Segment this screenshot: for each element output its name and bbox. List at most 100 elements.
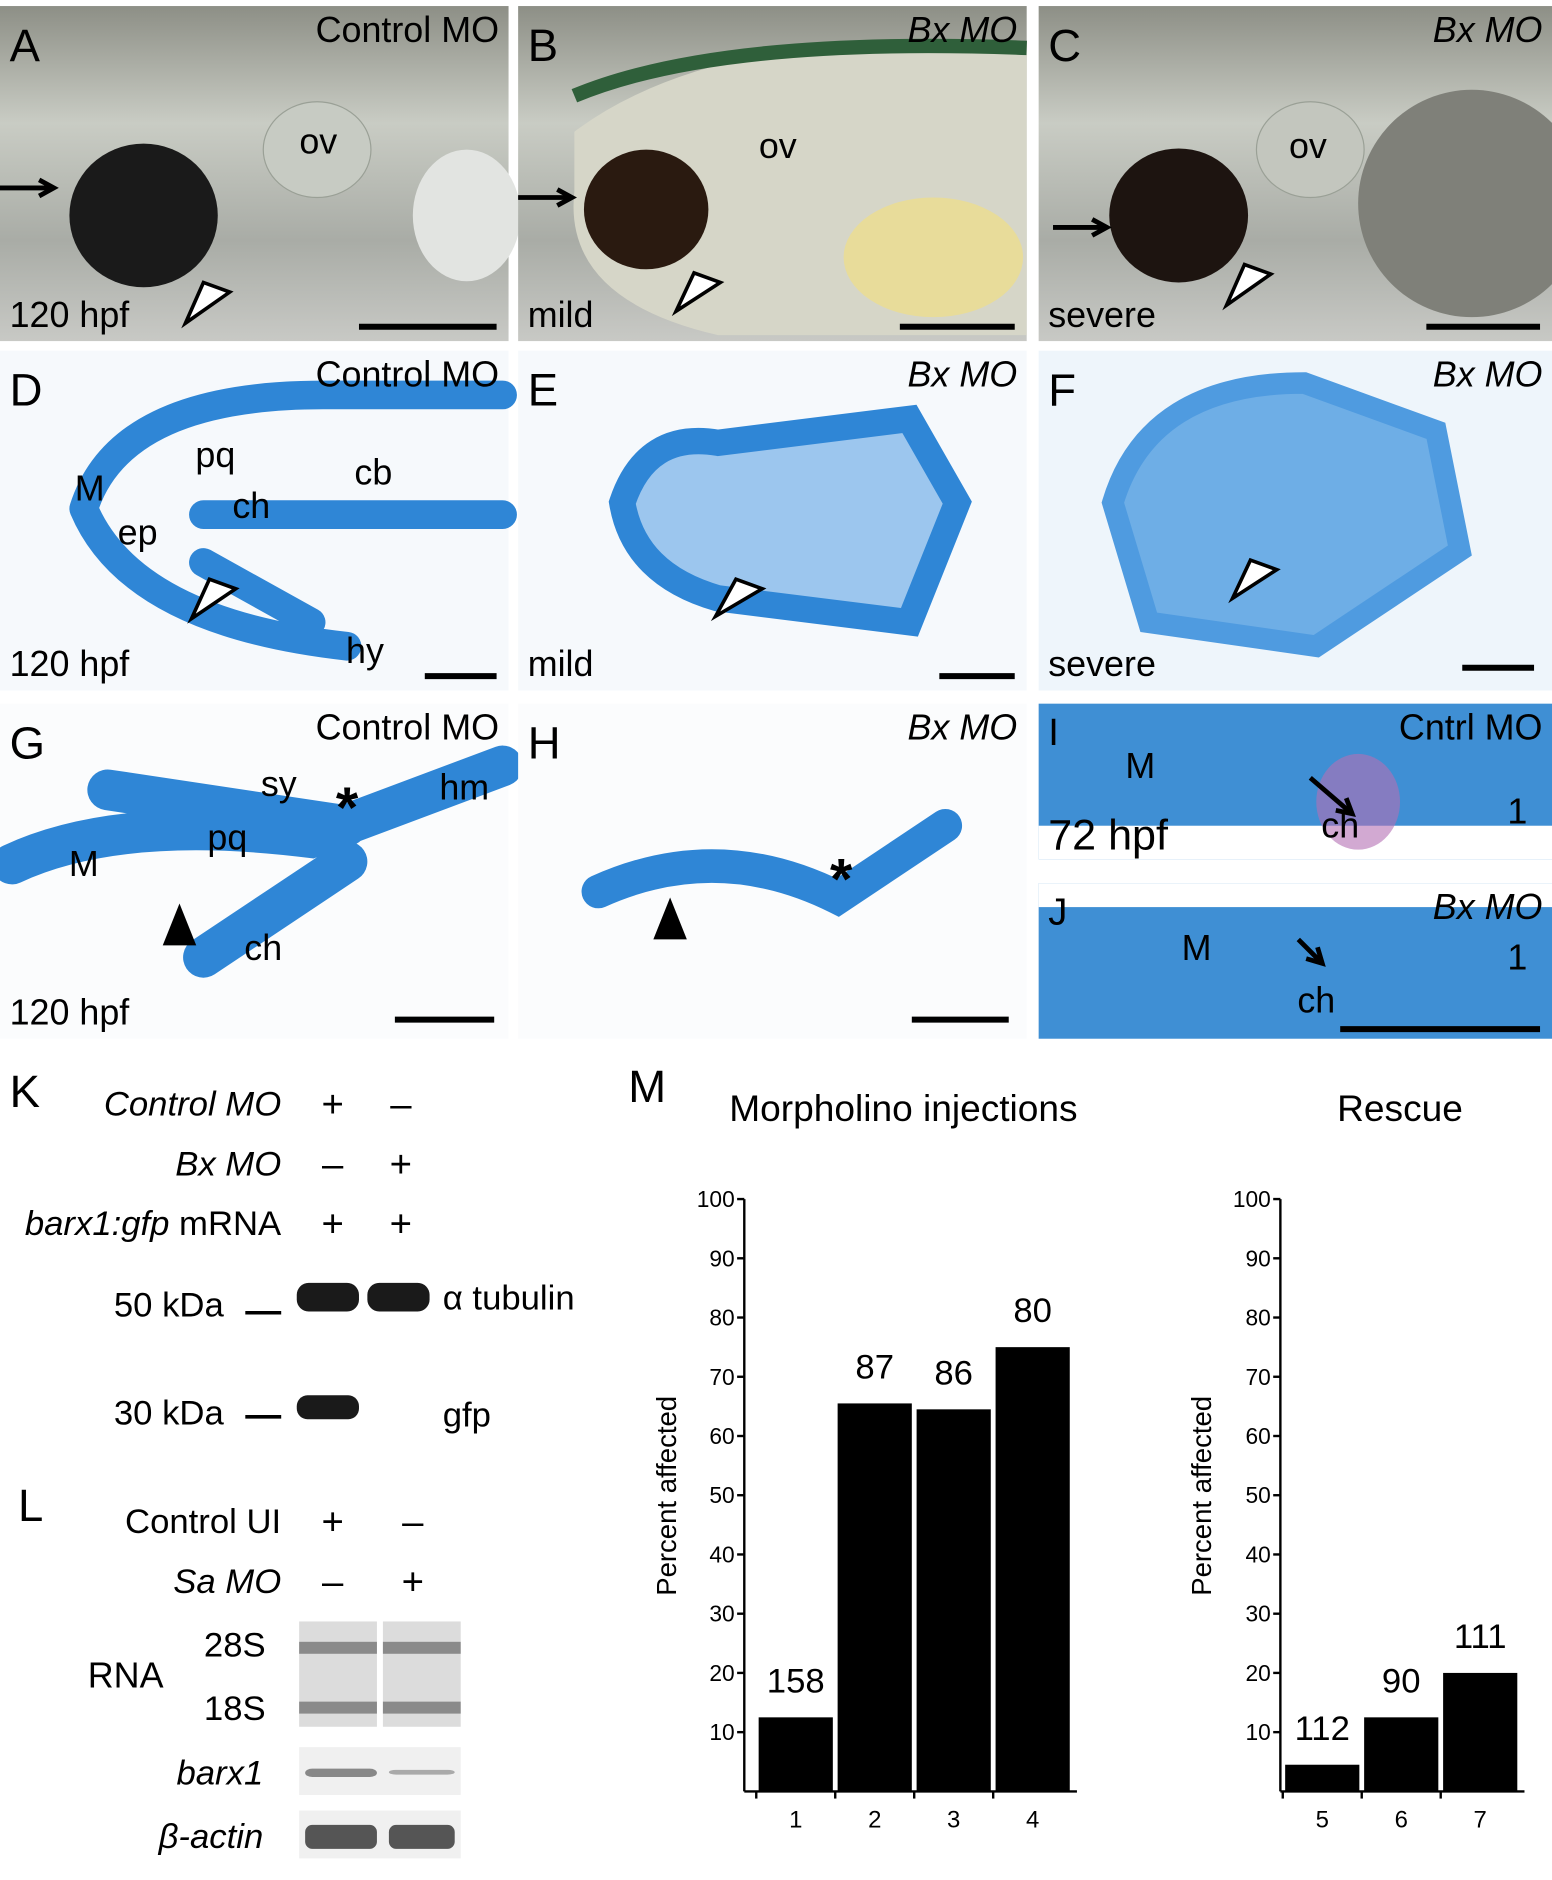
panel-title: Bx MO bbox=[907, 10, 1017, 50]
structure-label: * bbox=[830, 848, 853, 912]
band bbox=[296, 1282, 359, 1312]
y-tick-label: 50 bbox=[709, 1482, 734, 1508]
y-tick-label: 70 bbox=[1246, 1364, 1271, 1390]
bar bbox=[758, 1717, 833, 1792]
photo-detail bbox=[0, 745, 523, 978]
panel-letter: J bbox=[1048, 890, 1067, 933]
arrow-head bbox=[556, 187, 577, 208]
panel-note: 120 hpf bbox=[10, 644, 131, 684]
panel-title: Control MO bbox=[316, 708, 499, 748]
bar-label: 112 bbox=[1295, 1710, 1350, 1748]
y-tick-label: 20 bbox=[1246, 1660, 1271, 1686]
photo-detail bbox=[583, 149, 709, 270]
open-arrowhead bbox=[671, 270, 725, 317]
photo-detail bbox=[262, 101, 372, 199]
photo-detail bbox=[1038, 825, 1552, 860]
structure-label: sy bbox=[261, 764, 297, 804]
arrow bbox=[1296, 937, 1324, 966]
sign: + bbox=[321, 1083, 343, 1126]
x-tick-label: 2 bbox=[868, 1807, 881, 1834]
bar bbox=[837, 1403, 912, 1792]
structure-label: pq bbox=[207, 818, 247, 858]
y-tick-label: 10 bbox=[709, 1719, 734, 1745]
y-tick-label: 50 bbox=[1246, 1482, 1271, 1508]
row-label: Bx MO bbox=[175, 1145, 281, 1183]
band-label: gfp bbox=[443, 1397, 491, 1435]
y-tick-label: 90 bbox=[1246, 1245, 1271, 1271]
gene-label: β-actin bbox=[158, 1818, 264, 1856]
structure-label: hy bbox=[346, 631, 384, 671]
gel-band-label: 28S bbox=[204, 1626, 266, 1664]
photo-detail bbox=[1255, 101, 1365, 199]
sign: + bbox=[321, 1203, 343, 1246]
row-label: Control UI bbox=[125, 1503, 281, 1541]
size-marker: 30 kDa bbox=[114, 1394, 225, 1432]
panel-letter: M bbox=[628, 1061, 666, 1112]
panel-letter: D bbox=[10, 365, 43, 416]
sign: – bbox=[322, 1143, 344, 1186]
panel-title: Cntrl MO bbox=[1399, 708, 1543, 748]
structure-label: hm bbox=[439, 767, 489, 807]
bar-label: 80 bbox=[1013, 1292, 1052, 1330]
bar-label: 86 bbox=[934, 1354, 973, 1392]
panel-letter: G bbox=[10, 718, 45, 769]
open-arrowhead bbox=[710, 577, 767, 622]
gel-label: RNA bbox=[88, 1655, 164, 1695]
gel-band-label: 18S bbox=[204, 1690, 266, 1728]
panel-letter: C bbox=[1048, 20, 1081, 71]
panel-note: severe bbox=[1048, 295, 1156, 335]
y-tick-label: 40 bbox=[709, 1541, 734, 1567]
panel-note: 120 hpf bbox=[10, 992, 131, 1032]
bar-label: 87 bbox=[855, 1349, 894, 1387]
arrow-head bbox=[1091, 217, 1112, 238]
panel-letter: L bbox=[18, 1480, 43, 1531]
photo-detail bbox=[1038, 883, 1552, 908]
bar bbox=[1443, 1672, 1518, 1792]
row-label-part: Sa MO bbox=[173, 1563, 281, 1601]
photo-detail bbox=[608, 404, 972, 637]
structure-label: ov bbox=[299, 121, 337, 161]
panel-title: Bx MO bbox=[907, 708, 1017, 748]
panel-note: mild bbox=[528, 295, 594, 335]
panel-letter: H bbox=[528, 718, 561, 769]
photo-detail bbox=[843, 197, 1024, 318]
y-tick-label: 60 bbox=[709, 1423, 734, 1449]
y-tick-label: 100 bbox=[1233, 1186, 1271, 1212]
bar bbox=[995, 1347, 1070, 1792]
y-tick-label: 30 bbox=[1246, 1601, 1271, 1627]
band bbox=[296, 1395, 359, 1420]
size-marker: 50 kDa bbox=[114, 1287, 225, 1325]
structure-label: ch bbox=[1297, 980, 1335, 1020]
structure-label: cb bbox=[354, 453, 392, 493]
row-label-part: Control UI bbox=[125, 1503, 281, 1541]
photo-detail bbox=[412, 149, 521, 282]
photo bbox=[0, 703, 509, 1039]
x-tick-label: 7 bbox=[1474, 1807, 1487, 1834]
chart-title: Rescue bbox=[1337, 1087, 1463, 1129]
open-arrowhead bbox=[1228, 557, 1281, 604]
gene-band bbox=[388, 1769, 455, 1775]
y-tick-label: 100 bbox=[697, 1186, 735, 1212]
sign: – bbox=[390, 1083, 412, 1126]
panel-title: Bx MO bbox=[1433, 355, 1543, 395]
structure-label: ov bbox=[759, 126, 797, 166]
panel-letter: B bbox=[528, 20, 558, 71]
panel-letter: I bbox=[1048, 711, 1059, 754]
panel-title: Bx MO bbox=[1433, 887, 1543, 927]
structure-label: ep bbox=[118, 513, 158, 553]
arrow-head bbox=[1305, 946, 1326, 967]
x-tick-label: 4 bbox=[1026, 1807, 1039, 1834]
open-arrowhead bbox=[187, 576, 240, 624]
bar bbox=[1285, 1764, 1360, 1792]
structure-label: * bbox=[336, 776, 359, 840]
x-tick-label: 3 bbox=[947, 1807, 960, 1834]
row-label-part: barx1:gfp bbox=[25, 1205, 170, 1243]
gene-band bbox=[305, 1768, 377, 1778]
arrow-head bbox=[1335, 797, 1356, 818]
bar bbox=[1364, 1717, 1439, 1792]
row-label: barx1:gfp mRNA bbox=[25, 1205, 282, 1243]
x-tick-label: 5 bbox=[1316, 1807, 1329, 1834]
photo-detail bbox=[581, 808, 963, 917]
photo-detail bbox=[69, 143, 218, 288]
